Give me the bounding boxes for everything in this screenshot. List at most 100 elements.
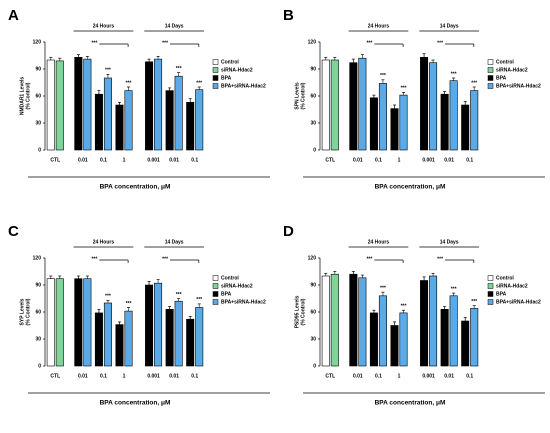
y-tick-label: 60: [35, 309, 41, 315]
x-tick-label: 0.1: [100, 157, 107, 163]
y-axis-label: (% Control): [300, 82, 306, 109]
bar: [55, 60, 64, 151]
significance-label: ***: [380, 73, 386, 79]
y-tick-label: 30: [310, 120, 316, 126]
y-tick-label: 120: [308, 255, 317, 261]
y-tick-label: 0: [38, 147, 41, 153]
significance-label: ***: [380, 286, 386, 292]
bar: [321, 275, 330, 367]
significance-label: ***: [196, 297, 202, 303]
bar: [74, 278, 83, 367]
x-tick-label: 0.1: [466, 373, 473, 379]
significance-label: ***: [176, 66, 182, 72]
legend-label: Control: [496, 275, 514, 281]
bar: [349, 273, 358, 367]
bar: [349, 62, 358, 151]
significance-label: ***: [451, 71, 457, 77]
y-tick-label: 60: [35, 93, 41, 99]
legend-label: BPA+siRNA-Hdac2: [496, 83, 541, 89]
x-tick-label: 1: [398, 157, 401, 163]
y-tick-label: 30: [35, 336, 41, 342]
significance-label: ***: [176, 292, 182, 298]
legend-swatch: [487, 275, 494, 281]
bar: [124, 310, 133, 367]
x-tick-label: 1: [398, 373, 401, 379]
y-tick-label: 120: [33, 39, 42, 45]
legend-label: BPA: [221, 75, 232, 81]
x-tick-label: 0.001: [422, 373, 435, 379]
x-tick-label: 1: [123, 157, 126, 163]
y-tick-label: 30: [310, 336, 316, 342]
x-axis-label: BPA concentration, μM: [375, 400, 446, 407]
y-tick-label: 60: [310, 309, 316, 315]
bar: [174, 75, 183, 151]
y-tick-label: 60: [310, 93, 316, 99]
legend-label: siRNA-Hdac2: [221, 67, 253, 73]
bracket-label: ***: [91, 256, 97, 262]
y-axis-label: (% Control): [25, 82, 31, 109]
bar: [94, 93, 103, 151]
group-label: 14 Days: [165, 23, 184, 29]
bar: [358, 57, 367, 151]
y-axis-label: SYP Levels: [19, 298, 25, 325]
group-label: 24 Hours: [368, 239, 390, 245]
legend-label: Control: [496, 59, 514, 65]
panel-label: B: [283, 7, 294, 24]
y-tick-label: 0: [313, 147, 316, 153]
bar: [46, 59, 55, 151]
significance-label: ***: [105, 68, 111, 74]
bar: [124, 90, 133, 151]
panel: B SPN Levels (% Control) 0 30 60 90 120 CTL 0.01 0…: [283, 7, 545, 191]
x-tick-label: 0.1: [375, 373, 382, 379]
bar: [165, 90, 174, 151]
y-tick-label: 90: [35, 282, 41, 288]
x-tick-label: 1: [123, 373, 126, 379]
x-tick-label: 0.001: [422, 157, 435, 163]
bracket-label: ***: [162, 40, 168, 46]
bracket-label: ***: [366, 40, 372, 46]
bar: [83, 278, 92, 367]
y-tick-label: 90: [35, 66, 41, 72]
legend-swatch: [212, 275, 219, 281]
y-axis-label: (% Control): [25, 298, 31, 325]
panel-label: A: [8, 7, 19, 24]
significance-label: ***: [126, 80, 132, 86]
bar: [154, 58, 163, 151]
bar: [369, 97, 378, 151]
x-tick-label: 0.001: [147, 157, 160, 163]
x-tick-label: 0.01: [169, 157, 179, 163]
legend-swatch: [487, 67, 494, 73]
y-tick-label: 0: [313, 363, 316, 369]
legend-swatch: [212, 283, 219, 289]
bar: [461, 320, 470, 367]
group-label: 24 Hours: [368, 23, 390, 29]
group-label: 14 Days: [165, 239, 184, 245]
legend-swatch: [487, 291, 494, 297]
y-tick-label: 0: [38, 363, 41, 369]
bar: [399, 312, 408, 367]
x-tick-label: 0.01: [78, 373, 88, 379]
panel-label: C: [8, 223, 19, 240]
y-tick-label: 120: [308, 39, 317, 45]
legend-swatch: [212, 67, 219, 73]
group-label: 24 Hours: [93, 23, 115, 29]
legend-label: BPA+siRNA-Hdac2: [496, 299, 541, 305]
bar: [186, 318, 195, 367]
x-tick-label: 0.1: [100, 373, 107, 379]
bar: [103, 77, 112, 151]
legend-label: BPA: [496, 75, 507, 81]
legend-swatch: [212, 299, 219, 305]
group-label: 14 Days: [440, 23, 459, 29]
bar: [378, 83, 387, 151]
bar: [378, 295, 387, 367]
x-tick-label: CTL: [50, 373, 60, 379]
legend-label: BPA: [496, 291, 507, 297]
group-label: 24 Hours: [93, 239, 115, 245]
panel: D PSD95 Levels (% Control) 0 30 60 90 120 CTL 0.0…: [283, 223, 545, 407]
bar: [103, 302, 112, 367]
x-tick-label: 0.1: [191, 373, 198, 379]
legend-swatch: [212, 75, 219, 81]
x-tick-label: CTL: [50, 157, 60, 163]
x-tick-label: 0.1: [375, 157, 382, 163]
